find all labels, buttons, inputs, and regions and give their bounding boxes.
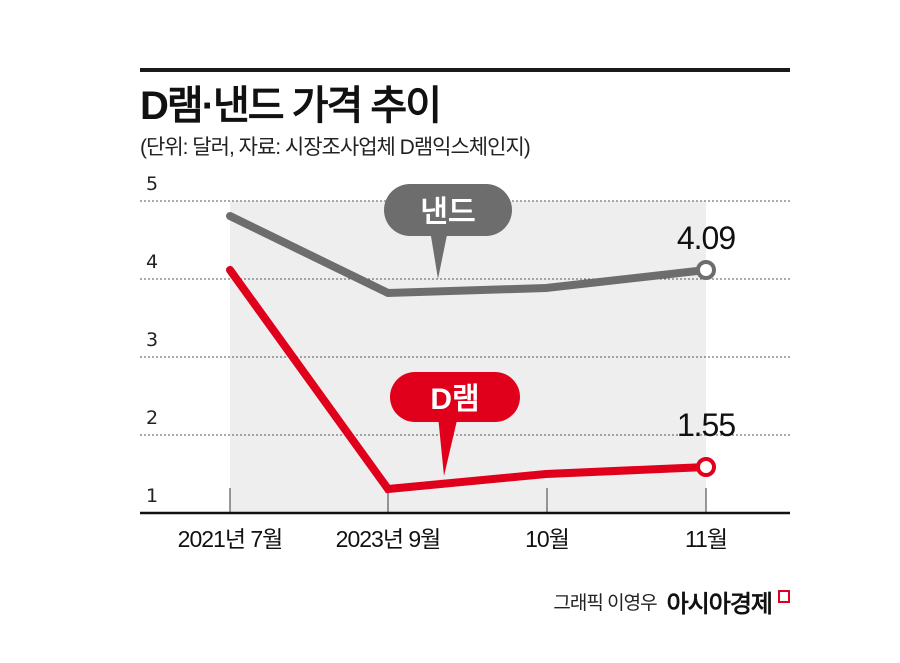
y-tick-2: 2	[146, 407, 158, 429]
x-tick-2021-07: 2021년 7월	[178, 526, 283, 552]
y-axis-labels: 5 4 3 2 1	[146, 173, 158, 507]
chart-subtitle: (단위: 달러, 자료: 시장조사업체 D램익스체인지)	[140, 136, 531, 159]
y-tick-1: 1	[146, 485, 158, 507]
nand-value-label: 4.09	[677, 220, 735, 256]
dram-series-line	[226, 266, 710, 494]
top-rule	[140, 68, 790, 72]
y-tick-4: 4	[146, 251, 158, 273]
nand-callout: 낸드	[384, 184, 512, 279]
brand-mark-icon	[778, 590, 790, 603]
nand-end-marker	[696, 260, 716, 280]
publisher-logo: 아시아경제	[666, 591, 773, 618]
x-tick-11: 11월	[685, 526, 727, 552]
y-tick-3: 3	[146, 329, 158, 351]
graphic-author: 그래픽 이영우	[553, 593, 657, 614]
dram-value-label: 1.55	[677, 407, 735, 443]
dram-callout: D램	[390, 372, 520, 476]
nand-label: 낸드	[420, 196, 475, 229]
dram-end-marker	[696, 457, 716, 477]
dram-label: D램	[430, 383, 479, 416]
x-tick-2023-09: 2023년 9월	[336, 526, 441, 552]
credit: 그래픽 이영우 아시아경제	[553, 584, 790, 619]
x-tick-10: 10월	[525, 526, 569, 552]
y-tick-5: 5	[146, 173, 158, 195]
chart-title: D램·낸드 가격 추이	[140, 84, 442, 128]
x-axis-labels: 2021년 7월 2023년 9월 10월 11월	[178, 526, 728, 552]
nand-series-line	[226, 212, 710, 298]
